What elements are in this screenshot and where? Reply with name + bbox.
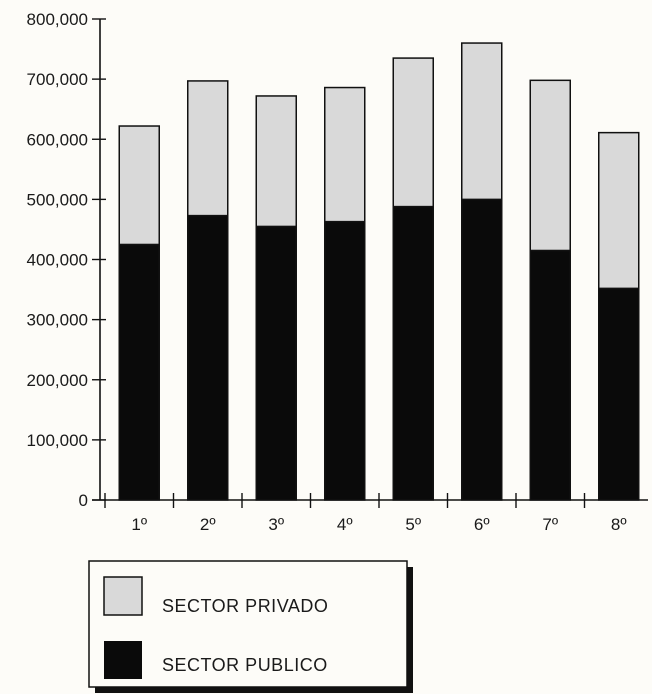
bar-publico xyxy=(324,220,366,501)
y-tick-label: 100,000 xyxy=(27,431,88,450)
x-tick-label: 7º xyxy=(542,515,558,534)
bar-publico xyxy=(598,287,640,501)
bar-publico xyxy=(461,198,503,501)
y-tick-label: 600,000 xyxy=(27,130,88,149)
bar-privado xyxy=(598,131,640,290)
bar-privado xyxy=(118,125,160,246)
x-tick-label: 8º xyxy=(611,515,627,534)
y-tick-label: 700,000 xyxy=(27,70,88,89)
x-tick-label: 6º xyxy=(474,515,490,534)
y-tick-label: 400,000 xyxy=(27,251,88,270)
bar-privado xyxy=(461,42,503,201)
bar-privado xyxy=(392,57,434,208)
bar-publico xyxy=(187,214,229,501)
bar-privado xyxy=(324,86,366,223)
x-tick-label: 3º xyxy=(268,515,284,534)
x-tick-label: 2º xyxy=(200,515,216,534)
legend-swatch-privado xyxy=(103,576,143,616)
legend-label-privado: SECTOR PRIVADO xyxy=(162,596,328,616)
y-tick-label: 800,000 xyxy=(27,10,88,29)
y-tick-label: 0 xyxy=(79,491,88,510)
bar-publico xyxy=(255,225,297,501)
y-tick-label: 200,000 xyxy=(27,371,88,390)
bar-privado xyxy=(187,80,229,217)
bar-publico xyxy=(392,205,434,501)
bar-publico xyxy=(118,243,160,501)
bar-publico xyxy=(529,249,571,501)
legend: SECTOR PRIVADO SECTOR PUBLICO xyxy=(88,560,413,693)
legend-label-publico: SECTOR PUBLICO xyxy=(162,655,328,675)
y-tick-label: 300,000 xyxy=(27,311,88,330)
bars xyxy=(118,42,640,501)
y-tick-label: 500,000 xyxy=(27,190,88,209)
legend-swatch-publico xyxy=(104,641,142,679)
bar-privado xyxy=(255,95,297,228)
x-tick-label: 4º xyxy=(337,515,353,534)
bar-privado xyxy=(529,79,571,252)
labels: 0 100,000 200,000 300,000 400,000 500,000 600,… xyxy=(27,10,627,534)
x-tick-label: 1º xyxy=(131,515,147,534)
x-tick-label: 5º xyxy=(405,515,421,534)
